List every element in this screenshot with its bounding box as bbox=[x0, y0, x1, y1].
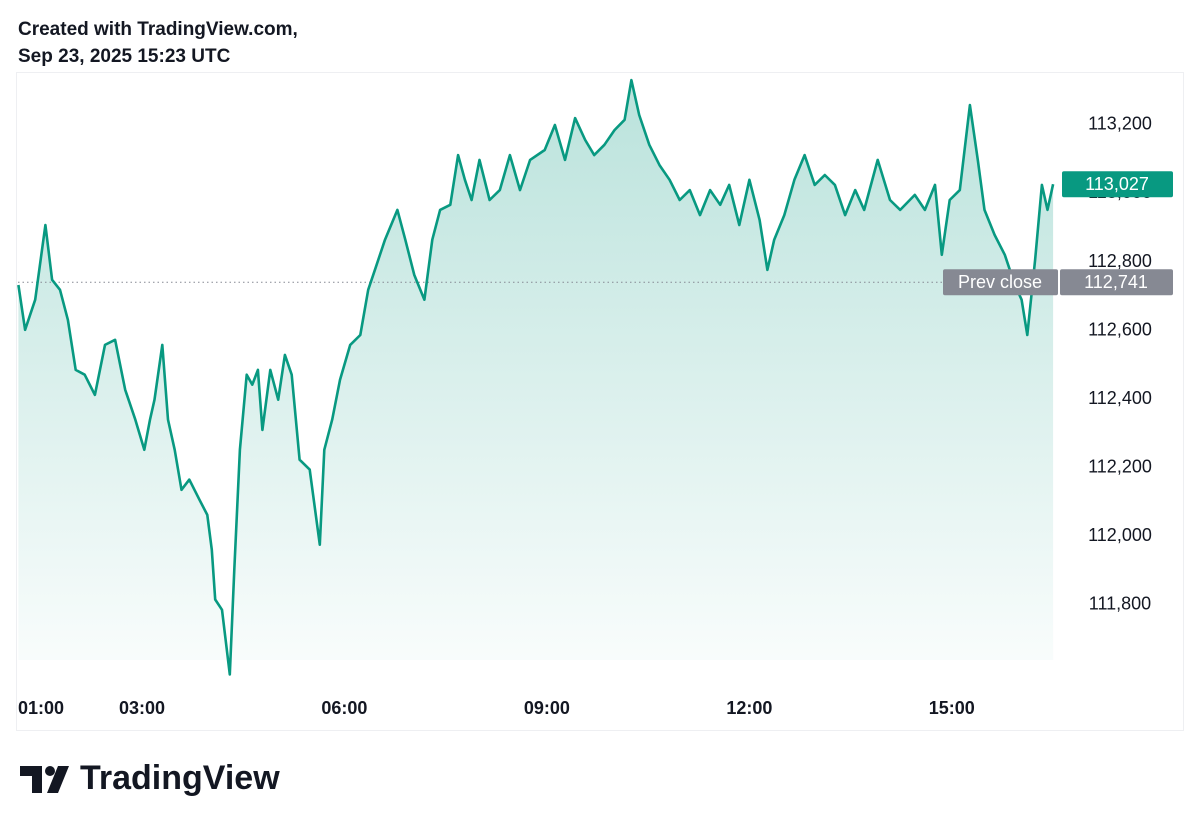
plot: 111,800 112,000 112,200 112,400 112,600 112,8… bbox=[17, 78, 1173, 718]
logo-shape bbox=[47, 766, 69, 793]
last-price: 113,027 bbox=[1085, 174, 1149, 194]
y-tick-label: 111,800 bbox=[1089, 593, 1151, 613]
chart-frame bbox=[16, 72, 1184, 731]
x-tick-label: 01:00 bbox=[18, 698, 64, 718]
y-tick-label: 112,200 bbox=[1088, 456, 1152, 476]
last-price-badge bbox=[1062, 171, 1173, 198]
x-tick-label: 06:00 bbox=[321, 698, 367, 718]
y-tick-label: 112,600 bbox=[1088, 319, 1152, 339]
prev-close-price: 112,741 bbox=[1084, 272, 1148, 292]
prev-close-badge bbox=[943, 269, 1058, 296]
prev-close-label: Prev close bbox=[958, 272, 1042, 292]
y-tick-label: 112,400 bbox=[1088, 388, 1152, 408]
brand-name: TradingView bbox=[80, 759, 280, 797]
prev-close-price-badge bbox=[1060, 269, 1173, 296]
area-fill bbox=[18, 80, 1054, 675]
x-tick-label: 12:00 bbox=[726, 698, 772, 718]
header-line: Created with TradingView.com, bbox=[18, 19, 298, 40]
logo-shape bbox=[20, 766, 42, 793]
brand-logo bbox=[20, 766, 69, 793]
x-tick-label: 09:00 bbox=[524, 698, 570, 718]
x-tick-label: 15:00 bbox=[929, 698, 975, 718]
y-tick-label: 112,800 bbox=[1088, 251, 1152, 271]
y-tick-label: 112,000 bbox=[1088, 525, 1152, 545]
price-line bbox=[17, 78, 1055, 676]
logo-shape bbox=[45, 766, 55, 776]
y-tick-label: 113,200 bbox=[1088, 114, 1152, 134]
header-line: Sep 23, 2025 15:23 UTC bbox=[18, 46, 231, 67]
x-tick-label: 03:00 bbox=[119, 698, 165, 718]
